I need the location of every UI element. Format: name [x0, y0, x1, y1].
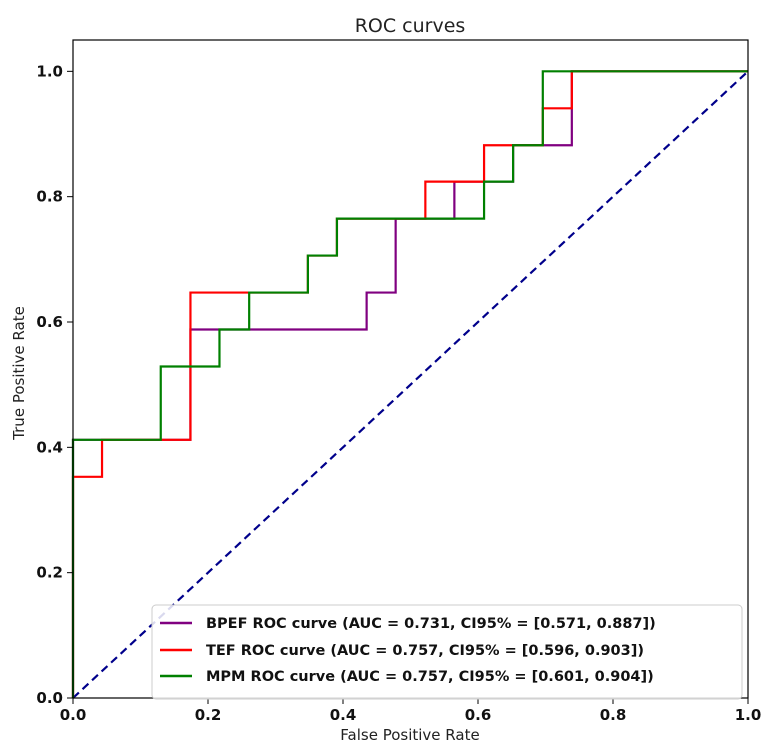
legend-label-bpef: BPEF ROC curve (AUC = 0.731, CI95% = [0.…	[206, 616, 656, 632]
y-tick-label: 0.0	[36, 689, 63, 707]
chart-title: ROC curves	[355, 15, 466, 37]
series-line-mpm	[71, 70, 748, 698]
x-axis-ticks: 0.0 0.2 0.4 0.6 0.8 1.0	[60, 698, 762, 724]
x-tick-label: 0.4	[330, 706, 357, 724]
legend-box	[151, 604, 743, 700]
x-tick-label: 0.6	[465, 706, 492, 724]
y-tick-label: 0.8	[36, 188, 63, 206]
y-tick-label: 1.0	[36, 62, 63, 80]
y-axis-ticks: 0.0 0.2 0.4 0.6 0.8 1.0	[36, 62, 73, 707]
y-tick-label: 0.2	[36, 564, 63, 582]
legend-label-mpm: MPM ROC curve (AUC = 0.757, CI95% = [0.6…	[206, 669, 654, 685]
x-axis-label: False Positive Rate	[340, 726, 479, 742]
x-tick-label: 1.0	[735, 706, 762, 724]
plot-frame	[72, 39, 749, 699]
legend: BPEF ROC curve (AUC = 0.731, CI95% = [0.…	[151, 604, 743, 700]
y-axis-label: True Positive Rate	[10, 306, 28, 441]
plot-area	[71, 39, 749, 699]
y-tick-label: 0.6	[36, 313, 63, 331]
x-tick-label: 0.0	[60, 706, 87, 724]
y-tick-label: 0.4	[36, 438, 63, 456]
reference-diagonal-line	[72, 70, 749, 699]
legend-label-tef: TEF ROC curve (AUC = 0.757, CI95% = [0.5…	[206, 643, 644, 659]
x-tick-label: 0.2	[195, 706, 222, 724]
x-tick-label: 0.8	[600, 706, 627, 724]
